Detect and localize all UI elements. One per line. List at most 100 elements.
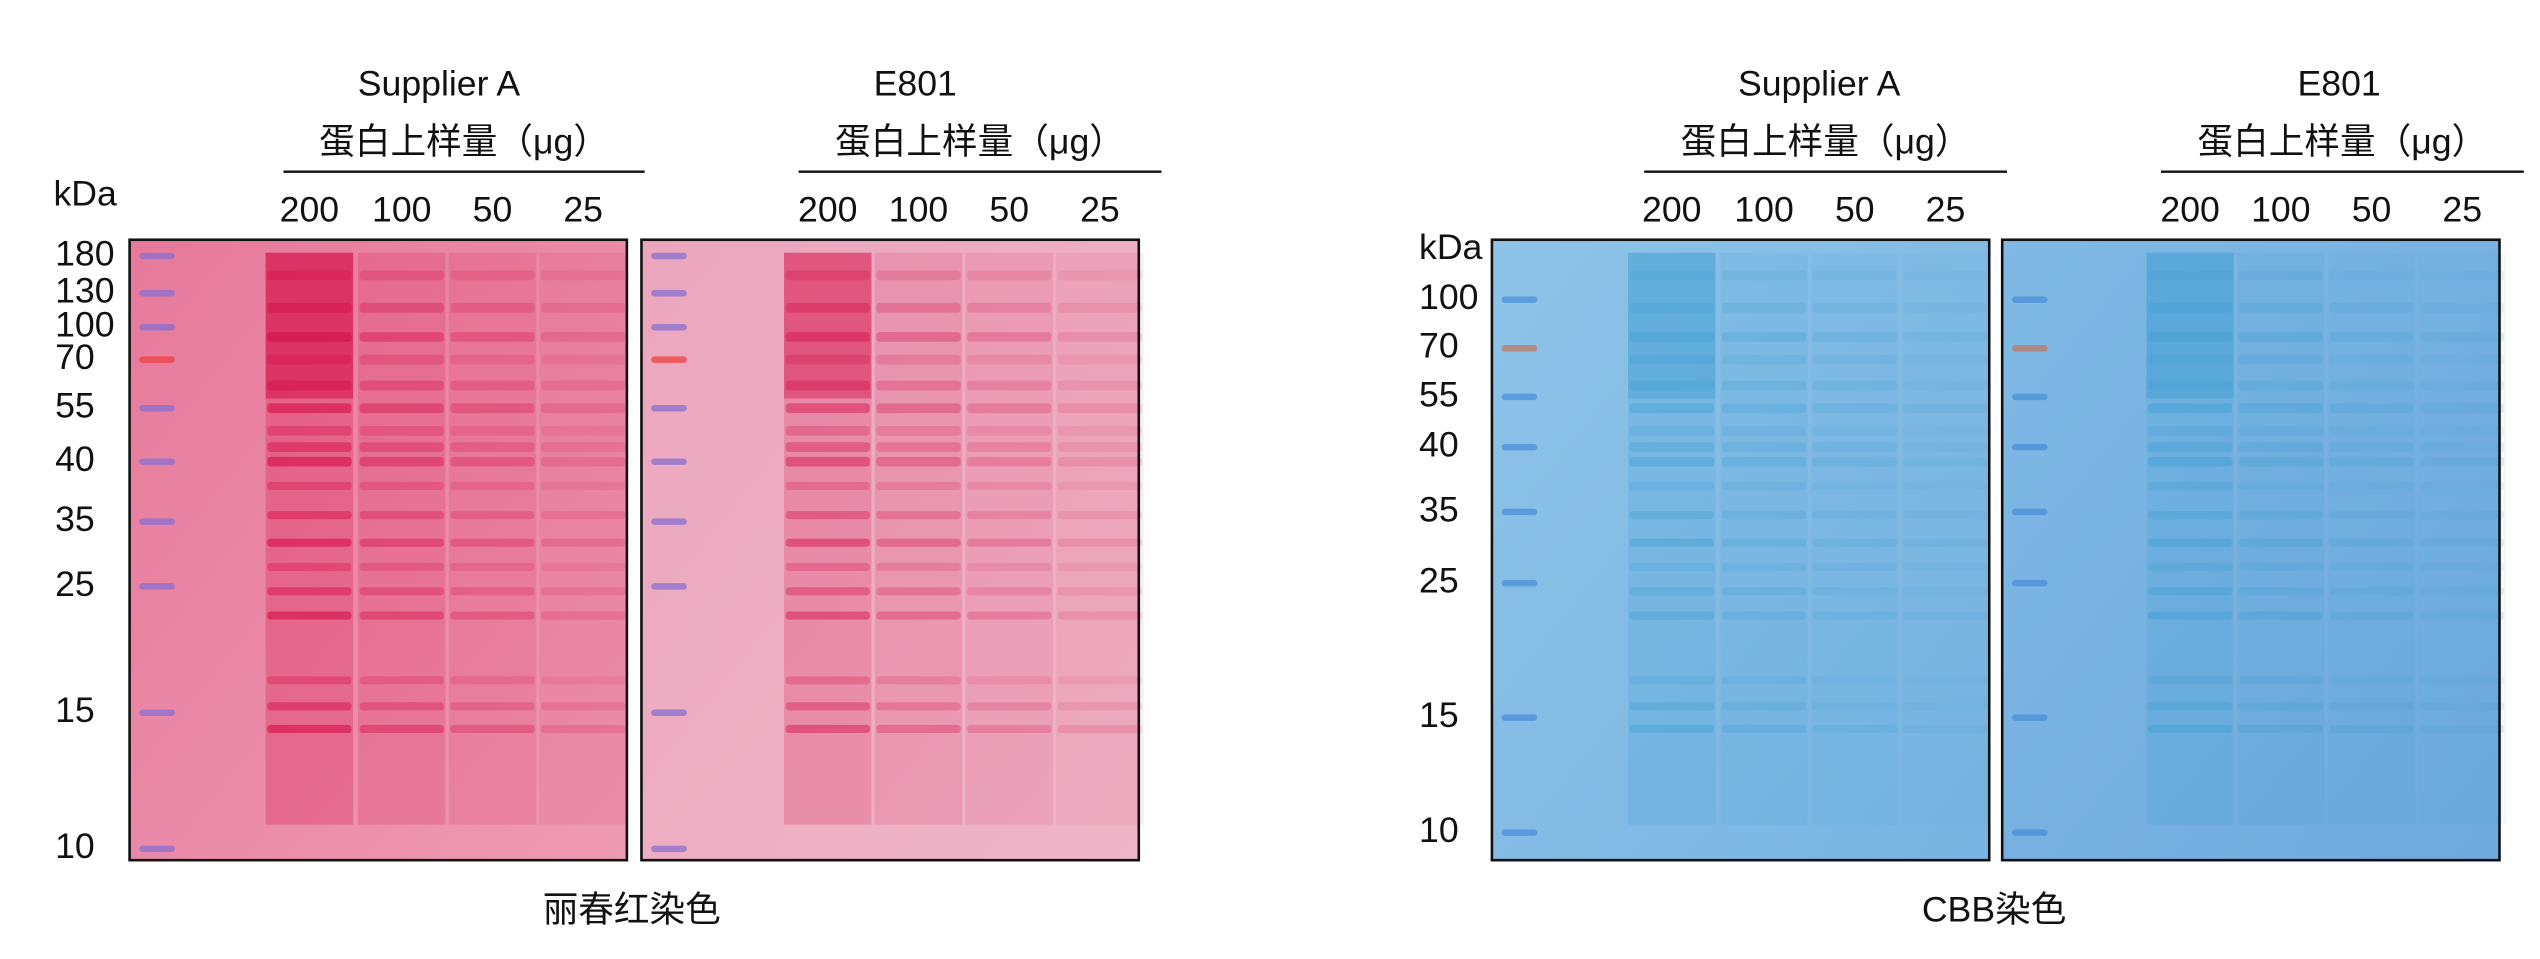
lane-band xyxy=(1721,562,1807,572)
lane-top xyxy=(265,252,354,399)
lane-band xyxy=(450,380,535,391)
lane-band xyxy=(267,587,352,596)
lane-band xyxy=(541,380,626,391)
lane-band xyxy=(541,562,626,572)
ladder-band xyxy=(139,252,175,260)
lane-band xyxy=(785,332,870,342)
lane-band xyxy=(1057,676,1143,685)
lane-band xyxy=(1629,426,1714,436)
group-axis-label: 蛋白上样量（μg） xyxy=(319,122,609,162)
lane-band xyxy=(2238,380,2323,391)
lane-band xyxy=(2238,354,2323,365)
lane-band xyxy=(876,354,961,365)
lane-band xyxy=(541,481,626,491)
lane-band xyxy=(450,724,535,734)
ladder-band xyxy=(1501,393,1538,401)
lane-band xyxy=(2147,302,2233,313)
lane-top xyxy=(784,252,872,399)
lane-smear xyxy=(1627,252,1716,825)
lane-band xyxy=(541,724,626,734)
lane-band xyxy=(1629,403,1714,414)
lane-band xyxy=(2238,538,2323,547)
lane-label: 100 xyxy=(372,190,431,230)
lane-band xyxy=(2147,538,2233,547)
ladder-band xyxy=(1501,345,1538,352)
lane-band xyxy=(1721,587,1807,596)
lane-band xyxy=(1903,702,1988,711)
lane-band xyxy=(1721,724,1807,734)
lane-band xyxy=(1057,562,1143,572)
gel-frame xyxy=(1490,238,1991,862)
lane-label: 50 xyxy=(473,190,513,230)
lane-band xyxy=(2420,676,2505,685)
lane-band xyxy=(359,332,444,342)
panel-title: 丽春红染色 xyxy=(543,889,721,929)
ladder-band xyxy=(139,845,175,853)
lane-smear xyxy=(448,252,537,825)
lane-band xyxy=(2238,426,2323,436)
lane-band xyxy=(1812,380,1897,391)
gel xyxy=(1490,238,1991,862)
lane-band xyxy=(1721,676,1807,685)
lane-band xyxy=(1629,702,1714,711)
lane-band xyxy=(1057,380,1143,391)
lane-band xyxy=(1812,426,1897,436)
lane-band xyxy=(359,702,444,711)
lane-smear xyxy=(2418,252,2506,825)
lane-band xyxy=(450,332,535,342)
panel: kDa 100 70 55 40 35 25 15 10 Supplier A 蛋白上样量（μg） 2… xyxy=(1419,63,2524,929)
lane-band xyxy=(2329,332,2414,342)
lane-band xyxy=(785,676,870,685)
lane-band xyxy=(1629,724,1714,734)
ladder-band xyxy=(651,289,687,297)
lane-band xyxy=(267,481,352,491)
lane-band xyxy=(967,403,1052,414)
lane-band xyxy=(359,587,444,596)
ladder-band xyxy=(2011,345,2048,352)
lane-label: 50 xyxy=(2352,190,2392,230)
lane-band xyxy=(1057,332,1143,342)
lane-smear xyxy=(2327,252,2416,825)
panel-title: CBB染色 xyxy=(1922,889,2067,929)
group-name: Supplier A xyxy=(358,63,521,103)
lane-band xyxy=(1903,676,1988,685)
lane-band xyxy=(876,538,961,547)
lane-band xyxy=(1057,403,1143,414)
lane-band xyxy=(1721,611,1807,620)
lane-band xyxy=(1057,587,1143,596)
lane-band xyxy=(1629,380,1714,391)
lane-band xyxy=(2147,562,2233,572)
ladder-band xyxy=(651,518,687,525)
lane-band xyxy=(1903,380,1988,391)
lane-smear xyxy=(2237,252,2325,825)
lane-band xyxy=(267,676,352,685)
lane-band xyxy=(1057,354,1143,365)
lane-band xyxy=(876,702,961,711)
lane-band xyxy=(2238,332,2323,342)
lane-band xyxy=(876,456,961,467)
lane-band xyxy=(450,426,535,436)
lane-band xyxy=(785,481,870,491)
lane-band xyxy=(1903,562,1988,572)
lane-band xyxy=(541,270,626,281)
lane-band xyxy=(1903,538,1988,547)
lane-band xyxy=(1057,270,1143,281)
lane-band xyxy=(2420,724,2505,734)
lane-band xyxy=(876,511,961,520)
lane-band xyxy=(785,538,870,547)
lane-band xyxy=(967,702,1052,711)
group-name: Supplier A xyxy=(1738,63,1901,103)
lane-band xyxy=(1721,332,1807,342)
lane-band xyxy=(2329,562,2414,572)
lane-band xyxy=(2147,380,2233,391)
lane-band xyxy=(359,456,444,467)
lane-band xyxy=(1629,481,1714,491)
lane-band xyxy=(2329,270,2414,281)
ladder-band xyxy=(2011,508,2048,516)
lane-band xyxy=(876,724,961,734)
lane-band xyxy=(876,426,961,436)
marker-label: 55 xyxy=(55,386,95,426)
lane-band xyxy=(967,511,1052,520)
lane-band xyxy=(541,587,626,596)
lane-band xyxy=(2329,481,2414,491)
